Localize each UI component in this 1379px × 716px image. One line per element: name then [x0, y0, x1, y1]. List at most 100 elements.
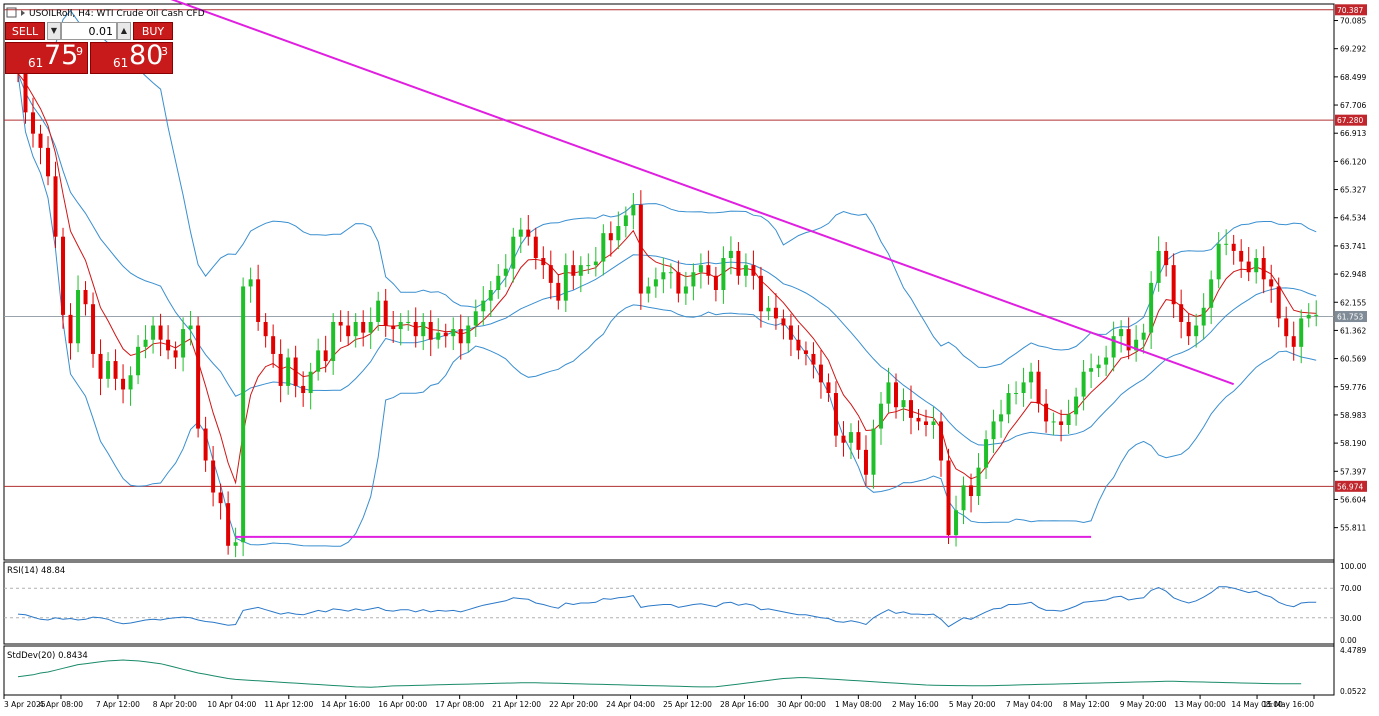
candle-body — [781, 318, 786, 326]
candle-body — [173, 350, 178, 358]
candle-body — [1171, 265, 1176, 305]
candle-body — [323, 350, 328, 362]
x-tick-label: 3 Apr 2025 — [4, 700, 46, 709]
candle-body — [1276, 286, 1281, 319]
rsi-tick-label: 0.00 — [1340, 636, 1357, 645]
candle-body — [188, 325, 193, 330]
ask-price-display[interactable]: 61 80 3 — [90, 40, 173, 74]
x-tick-label: 22 Apr 20:00 — [549, 700, 598, 709]
x-tick-label: 14 Apr 16:00 — [321, 700, 370, 709]
candle-body — [1149, 282, 1154, 333]
candle-body — [91, 304, 96, 354]
candle-body — [466, 325, 471, 344]
candle-body — [23, 73, 28, 113]
candle-body — [578, 265, 583, 276]
candle-body — [331, 321, 336, 362]
x-tick-label: 21 Apr 12:00 — [492, 700, 541, 709]
candle-body — [1104, 357, 1109, 365]
lot-increase-icon[interactable]: ▲ — [117, 22, 131, 40]
chart-header: USOILRoll, H4: WTI Crude Oil Cash CFD — [6, 7, 205, 19]
candle-body — [46, 147, 51, 177]
candle-body — [271, 336, 276, 354]
candle-body — [653, 279, 658, 287]
candle-body — [421, 321, 426, 337]
x-tick-label: 16 Apr 00:00 — [378, 700, 427, 709]
level-tag — [1335, 480, 1367, 492]
bid-price-display[interactable]: 61 75 9 — [5, 40, 88, 74]
bollinger-bands — [17, 9, 1317, 547]
y-tick-label: 57.397 — [1340, 467, 1366, 476]
lot-decrease-icon[interactable]: ▼ — [47, 22, 61, 40]
candle-body — [683, 286, 688, 294]
y-tick-label: 67.706 — [1340, 101, 1366, 110]
x-tick-label: 9 May 20:00 — [1120, 700, 1167, 709]
bid-price-pips: 75 — [44, 40, 79, 71]
candle-body — [818, 364, 823, 383]
candle-body — [586, 265, 591, 267]
candle-body — [301, 385, 306, 394]
candle-body — [1261, 258, 1266, 280]
candle-body — [151, 325, 156, 340]
y-tick-label: 56.604 — [1340, 495, 1366, 504]
candle-body — [706, 265, 711, 276]
x-tick-label: 4 Apr 08:00 — [39, 700, 83, 709]
candle-body — [518, 229, 523, 237]
candle-body — [541, 258, 546, 266]
sell-button[interactable]: SELL — [5, 22, 45, 40]
x-tick-label: 15 May 16:00 — [1263, 700, 1315, 709]
candle-body — [376, 300, 381, 322]
candle-body — [646, 286, 651, 294]
candle-body — [1299, 318, 1304, 347]
candle-body — [991, 421, 996, 440]
candle-body — [758, 275, 763, 312]
candle-body — [728, 250, 733, 259]
candle-body — [1059, 421, 1064, 425]
y-tick-label: 66.913 — [1340, 129, 1366, 138]
candle-body — [901, 400, 906, 408]
candle-body — [128, 375, 133, 390]
candle-body — [916, 417, 921, 422]
chart-title: USOILRoll, H4: WTI Crude Oil Cash CFD — [29, 9, 205, 19]
rsi-tick-label: 30.00 — [1340, 614, 1362, 623]
candle-body — [616, 226, 621, 241]
lot-size-input[interactable] — [61, 22, 117, 40]
candle-body — [76, 289, 81, 344]
candle-body — [661, 272, 666, 280]
trendlines[interactable] — [160, 0, 1235, 538]
candle-body — [691, 272, 696, 287]
x-tick-label: 30 Apr 00:00 — [777, 700, 826, 709]
candle-body — [1021, 382, 1026, 394]
ask-price-fraction: 3 — [161, 45, 168, 58]
x-tick-label: 14 May 08:00 — [1231, 700, 1283, 709]
candle-body — [721, 258, 726, 290]
x-tick-label: 24 Apr 04:00 — [606, 700, 655, 709]
candle-body — [668, 272, 673, 274]
x-tick-label: 11 Apr 12:00 — [264, 700, 313, 709]
candle-body — [1306, 314, 1311, 319]
candle-body — [1231, 243, 1236, 251]
buy-button[interactable]: BUY — [133, 22, 173, 40]
y-tick-label: 62.948 — [1340, 270, 1366, 279]
candle-body — [1014, 393, 1019, 395]
y-tick-label: 60.569 — [1340, 355, 1366, 364]
rsi-tick-label: 100.00 — [1340, 562, 1366, 571]
y-tick-label: 64.534 — [1340, 214, 1366, 223]
chart-menu-icon[interactable] — [6, 7, 17, 18]
candle-body — [98, 353, 103, 379]
candle-body — [796, 339, 801, 351]
ask-price-pips: 80 — [129, 40, 164, 71]
candle-body — [241, 286, 246, 543]
rsi-title: RSI(14) 48.84 — [7, 566, 65, 576]
candles — [16, 50, 1319, 558]
candle-body — [211, 460, 216, 493]
candle-body — [428, 321, 433, 340]
x-tick-label: 25 Apr 12:00 — [663, 700, 712, 709]
x-tick-label: 1 May 08:00 — [835, 700, 882, 709]
candle-body — [766, 307, 771, 312]
candle-body — [736, 250, 741, 276]
y-tick-label: 55.811 — [1340, 524, 1366, 533]
candle-body — [256, 279, 261, 322]
candle-body — [833, 393, 838, 436]
